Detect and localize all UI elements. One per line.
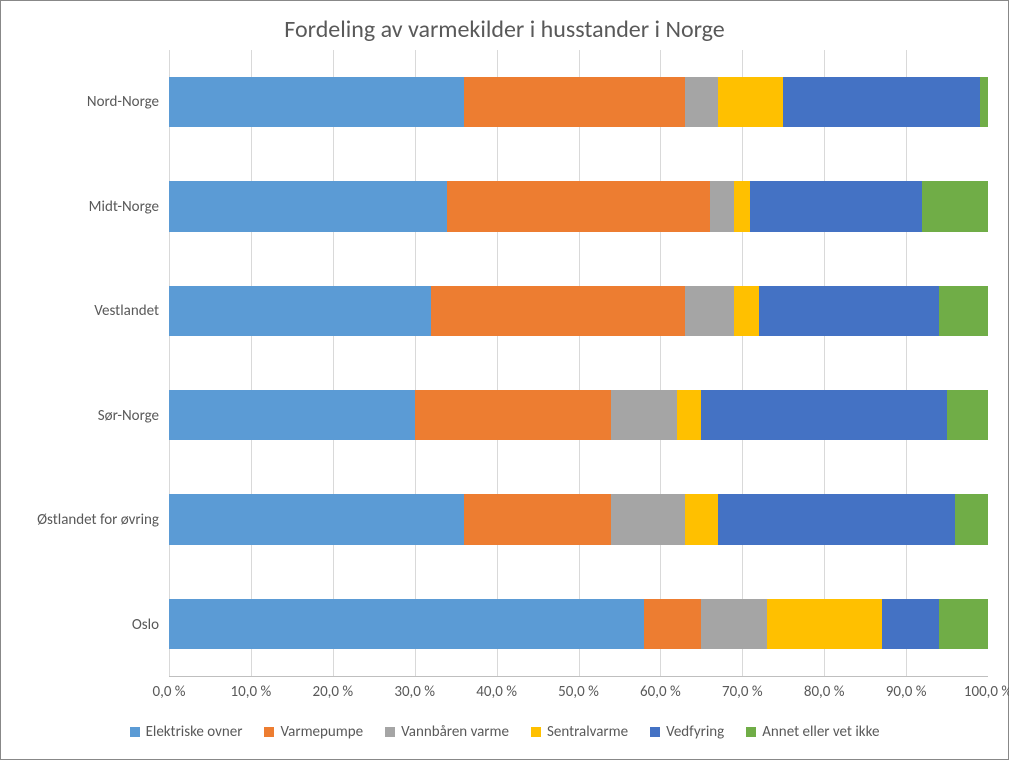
legend-label: Elektriske ovner bbox=[146, 723, 243, 741]
bar-segment bbox=[701, 390, 947, 440]
category-label: Midt-Norge bbox=[9, 155, 169, 260]
bar-segment bbox=[644, 599, 701, 649]
plot-area bbox=[169, 50, 988, 677]
bar-stack bbox=[169, 77, 988, 127]
x-axis-tick-label: 60,0 % bbox=[640, 683, 681, 701]
legend-item: Varmepumpe bbox=[264, 723, 363, 741]
legend-item: Vedfyring bbox=[650, 723, 724, 741]
bar-segment bbox=[169, 181, 447, 231]
x-axis-tick-label: 50,0 % bbox=[558, 683, 599, 701]
bar-stack bbox=[169, 599, 988, 649]
bar-segment bbox=[939, 286, 988, 336]
bar-segment bbox=[464, 494, 611, 544]
bar-segment bbox=[980, 77, 988, 127]
legend-label: Vedfyring bbox=[666, 723, 724, 741]
bar-segment bbox=[750, 181, 922, 231]
bar-segment bbox=[611, 494, 685, 544]
legend-label: Annet eller vet ikke bbox=[762, 723, 879, 741]
bar-segment bbox=[701, 599, 767, 649]
legend-item: Elektriske ovner bbox=[130, 723, 243, 741]
legend-swatch bbox=[130, 727, 140, 737]
x-axis-tick-label: 100,0 % bbox=[964, 683, 1009, 701]
x-axis-tick-label: 80,0 % bbox=[804, 683, 845, 701]
x-axis-tick-label: 10,0 % bbox=[231, 683, 272, 701]
bar-segment bbox=[734, 181, 750, 231]
bar-segment bbox=[169, 390, 415, 440]
bar-segment bbox=[464, 77, 685, 127]
bar-segment bbox=[611, 390, 677, 440]
bar-stack bbox=[169, 390, 988, 440]
legend: Elektriske ovner Varmepumpe Vannbåren varm… bbox=[1, 713, 1008, 759]
bar-row bbox=[169, 363, 988, 467]
bar-segment bbox=[939, 599, 988, 649]
legend-swatch bbox=[746, 727, 756, 737]
bar-row bbox=[169, 259, 988, 363]
bar-segment bbox=[685, 286, 734, 336]
bar-segment bbox=[922, 181, 988, 231]
legend-label: Sentralvarme bbox=[547, 723, 628, 741]
bar-segment bbox=[685, 77, 718, 127]
bar-segment bbox=[169, 494, 464, 544]
bar-segment bbox=[447, 181, 709, 231]
x-axis-tick-label: 20,0 % bbox=[312, 683, 353, 701]
legend-swatch bbox=[385, 727, 395, 737]
x-axis-ticks: 0,0 %10,0 %20,0 %30,0 %40,0 %50,0 %60,0 … bbox=[169, 677, 988, 713]
bar-segment bbox=[685, 494, 718, 544]
legend-label: Vannbåren varme bbox=[401, 723, 509, 741]
bar-row bbox=[169, 154, 988, 258]
bar-segment bbox=[718, 494, 956, 544]
chart-container: Fordeling av varmekilder i husstander i … bbox=[0, 0, 1009, 760]
bar-row bbox=[169, 572, 988, 676]
bar-segment bbox=[169, 286, 431, 336]
bars-layer bbox=[169, 50, 988, 676]
bar-row bbox=[169, 467, 988, 571]
legend-swatch bbox=[650, 727, 660, 737]
bar-segment bbox=[677, 390, 702, 440]
x-axis-tick-label: 90,0 % bbox=[886, 683, 927, 701]
legend-label: Varmepumpe bbox=[280, 723, 363, 741]
bar-segment bbox=[710, 181, 735, 231]
legend-swatch bbox=[264, 727, 274, 737]
bar-segment bbox=[947, 390, 988, 440]
x-axis-tick-label: 0,0 % bbox=[152, 683, 185, 701]
legend-item: Sentralvarme bbox=[531, 723, 628, 741]
category-label: Sør-Norge bbox=[9, 364, 169, 469]
x-axis-tick-label: 30,0 % bbox=[394, 683, 435, 701]
bar-segment bbox=[783, 77, 980, 127]
bar-segment bbox=[767, 599, 882, 649]
plot-area-wrapper: Nord-NorgeMidt-NorgeVestlandetSør-NorgeØ… bbox=[1, 50, 1008, 677]
category-label: Østlandet for øvring bbox=[9, 468, 169, 573]
x-axis-tick-label: 40,0 % bbox=[476, 683, 517, 701]
chart-title: Fordeling av varmekilder i husstander i … bbox=[1, 1, 1008, 50]
bar-segment bbox=[882, 599, 939, 649]
bar-segment bbox=[734, 286, 759, 336]
bar-stack bbox=[169, 494, 988, 544]
bar-segment bbox=[169, 599, 644, 649]
x-axis-tick-label: 70,0 % bbox=[722, 683, 763, 701]
legend-item: Vannbåren varme bbox=[385, 723, 509, 741]
bar-segment bbox=[169, 77, 464, 127]
legend-item: Annet eller vet ikke bbox=[746, 723, 879, 741]
bar-stack bbox=[169, 286, 988, 336]
bar-segment bbox=[955, 494, 988, 544]
category-label: Nord-Norge bbox=[9, 50, 169, 155]
bar-segment bbox=[415, 390, 612, 440]
bar-stack bbox=[169, 181, 988, 231]
category-label: Vestlandet bbox=[9, 259, 169, 364]
bar-segment bbox=[431, 286, 685, 336]
y-axis-category-labels: Nord-NorgeMidt-NorgeVestlandetSør-NorgeØ… bbox=[9, 50, 169, 677]
legend-swatch bbox=[531, 727, 541, 737]
bar-segment bbox=[718, 77, 784, 127]
category-label: Oslo bbox=[9, 573, 169, 678]
x-axis: 0,0 % 10,0 % 20,0 % 30,0 % 40,0 % 50,0 % 60,0 … bbox=[1, 677, 1008, 713]
bar-row bbox=[169, 50, 988, 154]
bar-segment bbox=[759, 286, 939, 336]
